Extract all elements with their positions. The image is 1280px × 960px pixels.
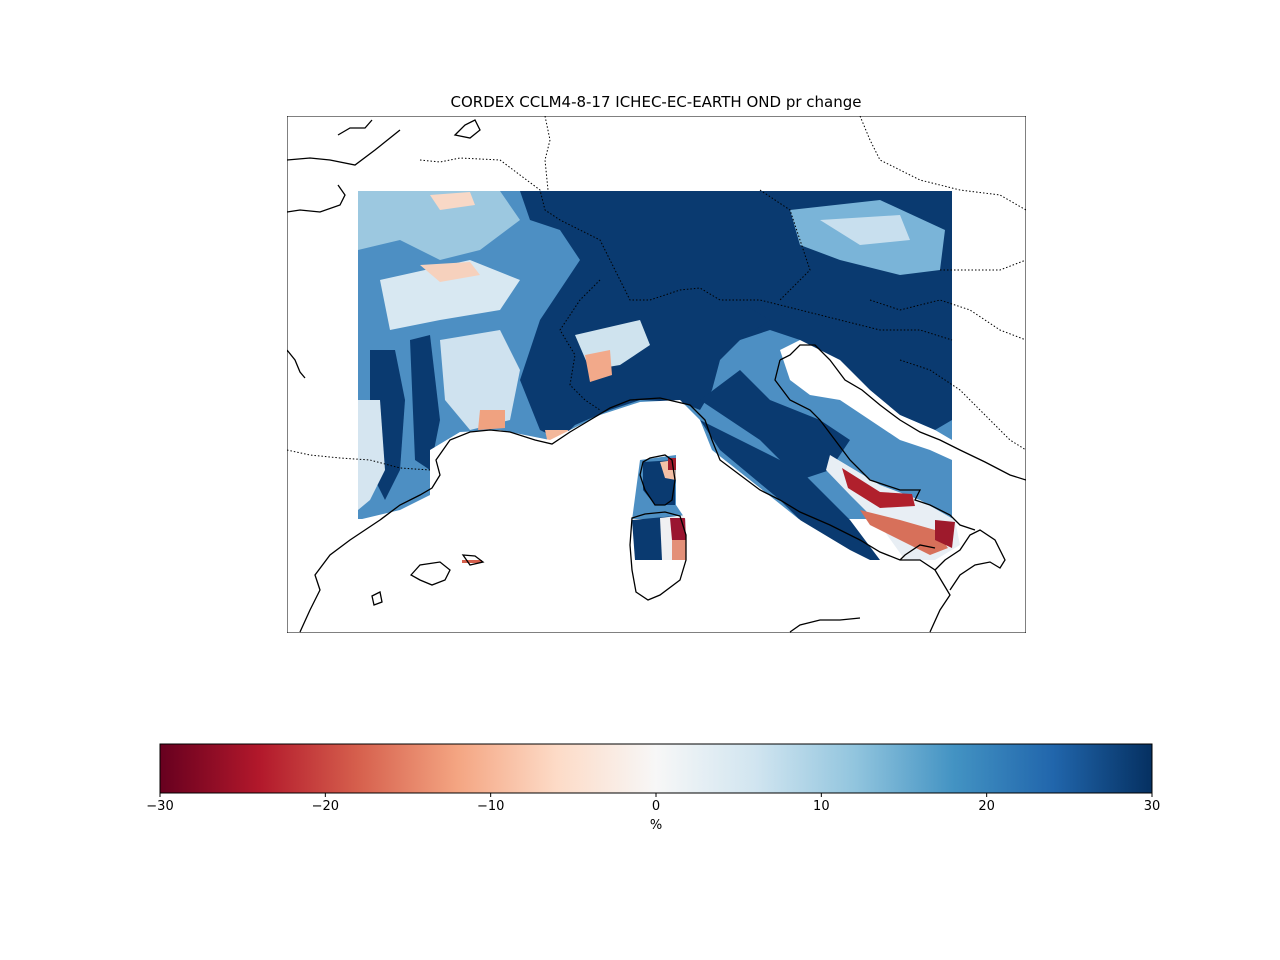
map-axes bbox=[287, 116, 1026, 633]
precip-change-field bbox=[358, 191, 960, 563]
colorbar-tick-label: 30 bbox=[1144, 799, 1161, 814]
map-title: CORDEX CCLM4-8-17 ICHEC-EC-EARTH OND pr … bbox=[451, 93, 862, 111]
colorbar-tick-label: −10 bbox=[477, 799, 504, 814]
coastlines bbox=[287, 119, 1026, 633]
sea-mask bbox=[358, 340, 952, 560]
colorbar-label: % bbox=[650, 818, 662, 833]
colorbar-gradient bbox=[159, 743, 1153, 794]
colorbar-tick-label: −20 bbox=[312, 799, 339, 814]
borders bbox=[287, 116, 1026, 471]
colorbar-ticks: −30 −20 −10 0 10 20 30 bbox=[146, 793, 1160, 814]
colorbar-tick-label: 10 bbox=[813, 799, 830, 814]
colorbar-tick-label: −30 bbox=[146, 799, 173, 814]
colorbar-tick-label: 0 bbox=[652, 799, 660, 814]
colorbar-tick-label: 20 bbox=[978, 799, 995, 814]
colorbar: −30 −20 −10 0 10 20 30 % bbox=[146, 743, 1160, 833]
